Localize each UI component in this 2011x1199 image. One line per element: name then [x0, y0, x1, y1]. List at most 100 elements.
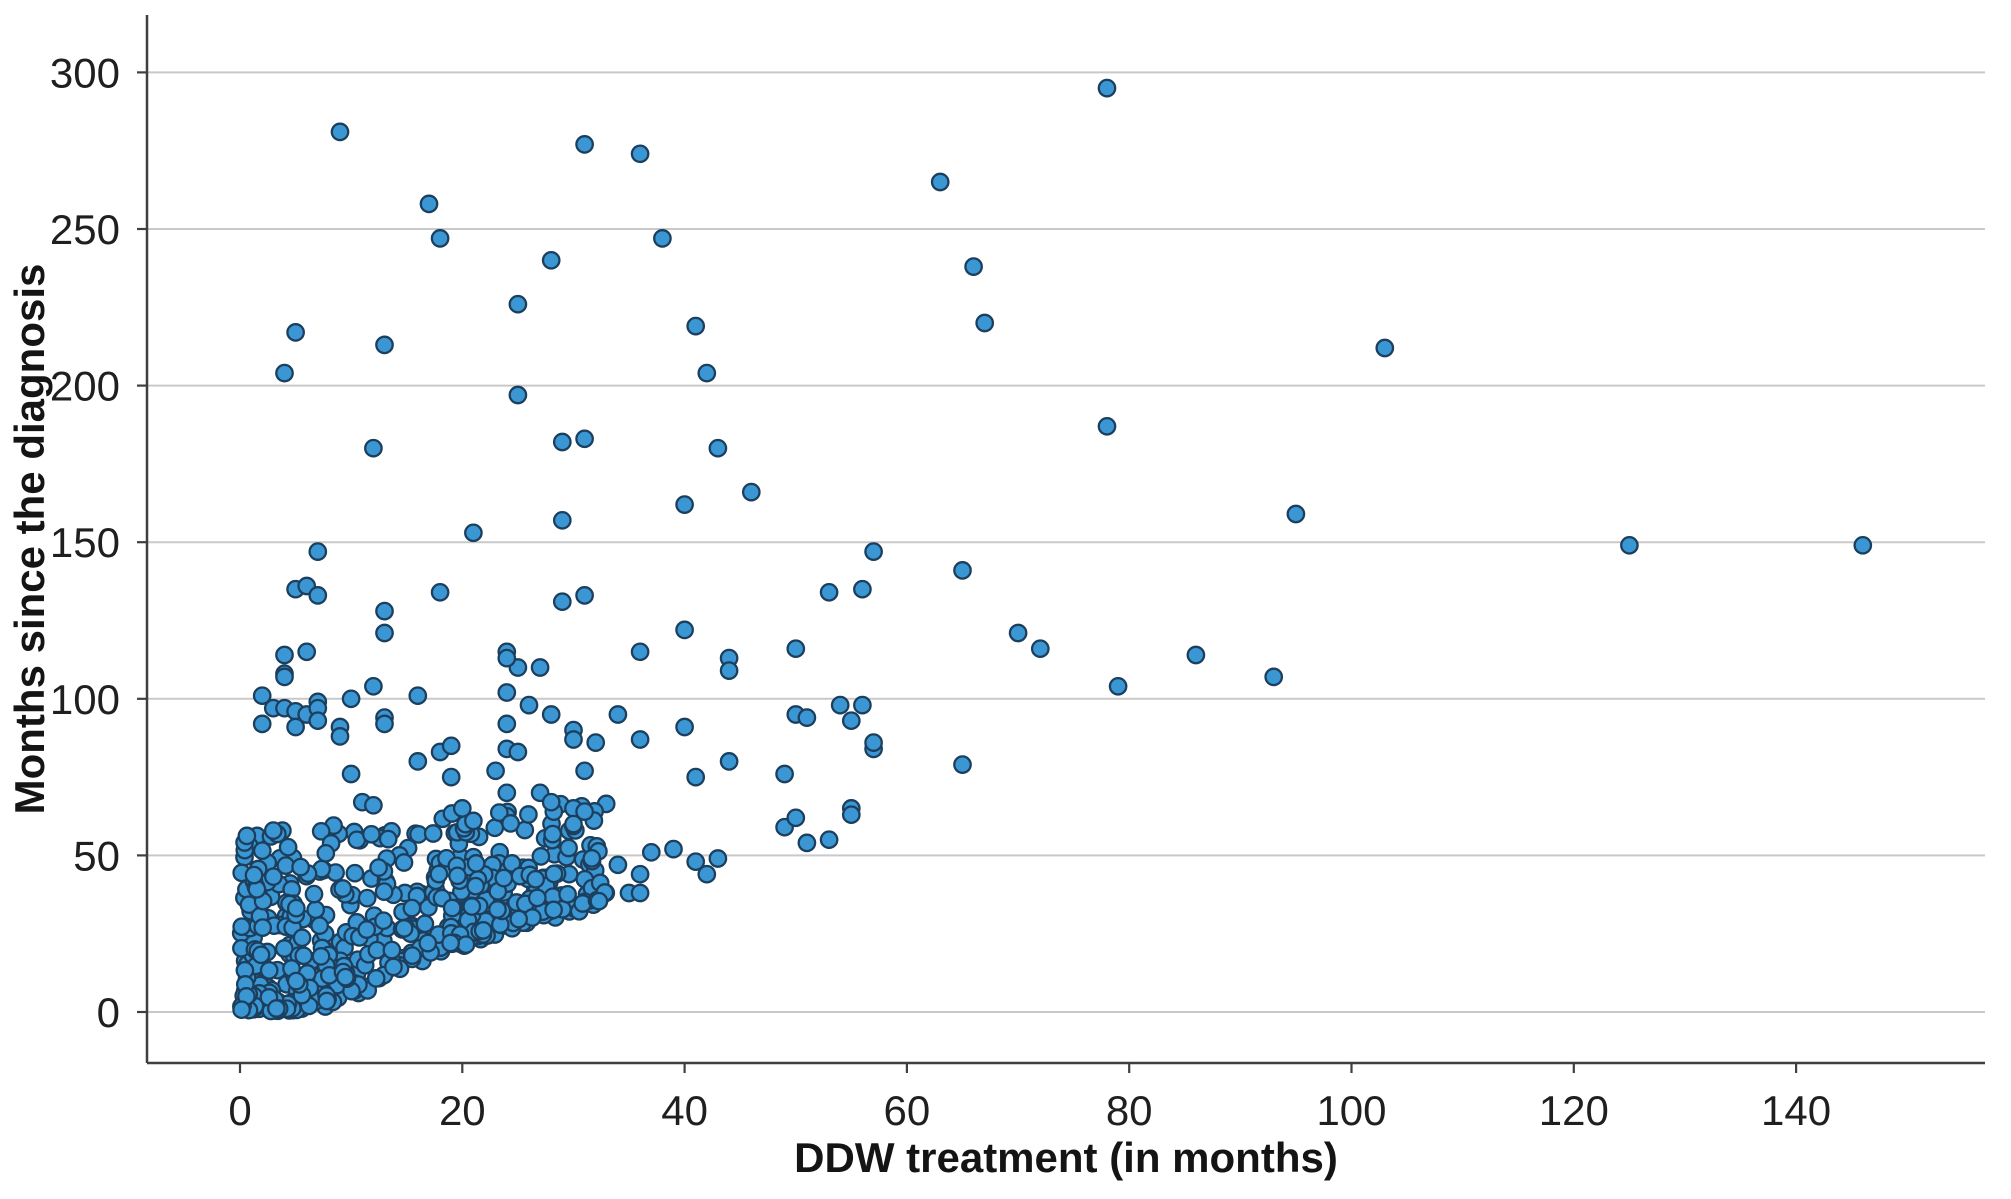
- scatter-point: [423, 824, 443, 843]
- scatter-point: [286, 971, 306, 991]
- scatter-point: [291, 857, 310, 877]
- scatter-point: [430, 582, 450, 602]
- scatter-point: [364, 438, 383, 458]
- scatter-point: [575, 761, 594, 781]
- scatter-point: [864, 733, 883, 752]
- scatter-point: [362, 824, 381, 844]
- scatter-point: [841, 711, 861, 731]
- scatter-point: [294, 946, 314, 966]
- scatter-point: [375, 714, 394, 734]
- x-tick-label-120: 120: [1539, 1087, 1609, 1134]
- scatter-point: [466, 854, 486, 873]
- scatter-point: [630, 642, 650, 662]
- scatter-point: [419, 194, 439, 214]
- scatter-point: [552, 510, 572, 530]
- scatter-point: [531, 847, 551, 866]
- scatter-point: [275, 363, 294, 383]
- y-tick-label-250: 250: [50, 206, 120, 253]
- scatter-point: [830, 695, 850, 715]
- scatter-point: [232, 1000, 251, 1020]
- scatter-point: [415, 914, 435, 934]
- scatter-point: [442, 898, 462, 918]
- scatter-point: [402, 946, 422, 965]
- x-tick-label-140: 140: [1761, 1087, 1831, 1134]
- scatter-point: [408, 752, 428, 771]
- scatter-point: [544, 864, 564, 884]
- scatter-point: [297, 642, 317, 662]
- scatter-point: [675, 717, 694, 737]
- scatter-point: [501, 814, 520, 833]
- scatter-point: [686, 852, 706, 872]
- scatter-point: [630, 144, 650, 164]
- scatter-point: [964, 257, 983, 276]
- scatter-point: [374, 882, 394, 901]
- scatter-point: [244, 865, 264, 885]
- scatter-point: [1186, 645, 1206, 665]
- scatter-point: [494, 868, 514, 888]
- scatter-point: [375, 335, 394, 355]
- scatter-point: [853, 579, 872, 599]
- scatter-point: [1375, 338, 1395, 358]
- scatter-point: [452, 799, 472, 818]
- scatter-point: [1008, 623, 1028, 643]
- scatter-point: [630, 864, 650, 884]
- scatter-point: [382, 940, 402, 960]
- scatter-point: [864, 542, 883, 561]
- scatter-point: [519, 805, 538, 824]
- x-tick-label-80: 80: [1106, 1087, 1153, 1134]
- y-tick-label-300: 300: [50, 49, 120, 96]
- scatter-point: [310, 916, 329, 936]
- scatter-point: [252, 686, 272, 706]
- scatter-point: [797, 708, 817, 727]
- scatter-point: [251, 945, 271, 965]
- scatter-point: [589, 891, 609, 911]
- scatter-point: [575, 802, 594, 821]
- scatter-point: [559, 838, 578, 858]
- scatter-point: [630, 730, 650, 749]
- scatter-point: [286, 323, 305, 342]
- scatter-point: [575, 586, 594, 605]
- scatter-point: [741, 482, 761, 502]
- scatter-point: [564, 814, 583, 834]
- scatter-point: [527, 888, 547, 908]
- scatter-point: [456, 935, 476, 955]
- scatter-point: [819, 582, 839, 602]
- scatter-point: [719, 661, 739, 680]
- scatter-point: [552, 432, 572, 452]
- scatter-point: [311, 947, 331, 966]
- scatter-point: [686, 767, 706, 787]
- scatter-point: [466, 876, 485, 896]
- scatter-point: [853, 695, 872, 715]
- scatter-point: [675, 495, 694, 514]
- scatter-point: [441, 933, 460, 953]
- scatter-point: [541, 250, 561, 270]
- y-axis-title: Months since the diagnosis: [6, 264, 53, 815]
- scatter-point: [541, 705, 561, 724]
- scatter-point: [252, 714, 272, 734]
- scatter-point: [378, 829, 398, 849]
- x-tick-label-40: 40: [661, 1087, 708, 1134]
- scatter-point: [374, 911, 393, 931]
- scatter-point: [486, 761, 505, 781]
- x-tick-label-100: 100: [1316, 1087, 1386, 1134]
- scatter-point: [441, 736, 461, 756]
- scatter-point: [1264, 667, 1284, 687]
- scatter-point: [797, 833, 817, 853]
- scatter-point: [364, 795, 383, 815]
- scatter-point: [306, 900, 326, 920]
- scatter-point: [1853, 535, 1873, 555]
- gridlines: [148, 71, 1985, 1013]
- scatter-point: [508, 294, 528, 314]
- scatter-point: [953, 561, 972, 580]
- scatter-point: [429, 864, 449, 884]
- scatter-point: [953, 755, 972, 774]
- scatter-point: [708, 438, 728, 458]
- scatter-point: [232, 917, 252, 937]
- x-tick-label-0: 0: [228, 1087, 251, 1134]
- scatter-point: [630, 883, 650, 903]
- y-tick-label-0: 0: [97, 989, 120, 1036]
- scatter-point: [509, 909, 529, 929]
- scatter-point: [586, 733, 606, 752]
- scatter-point: [341, 689, 361, 709]
